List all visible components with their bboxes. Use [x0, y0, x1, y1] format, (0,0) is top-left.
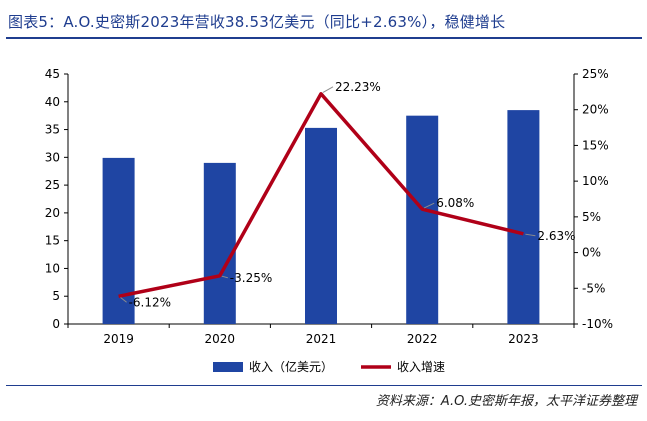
growth-data-label: 2.63%	[537, 229, 575, 243]
y-right-tick-label: 0%	[582, 246, 601, 260]
y-left-tick-label: 0	[52, 317, 60, 331]
y-right-tick-label: 10%	[582, 174, 609, 188]
y-right-tick-label: 20%	[582, 103, 609, 117]
x-tick-label: 2022	[407, 332, 438, 346]
x-tick-label: 2019	[103, 332, 134, 346]
chart-title: 图表5：A.O.史密斯2023年营收38.53亿美元（同比+2.63%），稳健增…	[8, 13, 506, 31]
y-left-tick-label: 45	[45, 67, 60, 81]
y-right-tick-label: 5%	[582, 210, 601, 224]
y-left-tick-label: 10	[45, 261, 60, 275]
y-left-tick-label: 20	[45, 206, 60, 220]
growth-data-label: 6.08%	[436, 196, 474, 210]
footer-divider	[6, 385, 642, 386]
source-note: 资料来源：A.O.史密斯年报，太平洋证券整理	[375, 394, 637, 409]
y-left-tick-label: 15	[45, 234, 60, 248]
y-right-tick-label: 25%	[582, 67, 609, 81]
growth-data-label: -3.25%	[230, 271, 272, 285]
y-left-tick-label: 35	[45, 123, 60, 137]
legend-swatch-bar	[213, 362, 243, 372]
label-leader	[221, 275, 228, 279]
title-divider	[6, 37, 642, 39]
y-left-tick-label: 25	[45, 178, 60, 192]
y-right-tick-label: 15%	[582, 138, 609, 152]
revenue-bar	[305, 127, 337, 324]
label-leader	[423, 202, 435, 209]
x-tick-label: 2023	[508, 332, 539, 346]
growth-line	[118, 92, 524, 299]
x-tick-label: 2021	[306, 332, 337, 346]
revenue-bar	[507, 110, 540, 324]
label-leader	[120, 297, 127, 303]
y-left-tick-label: 30	[45, 150, 60, 164]
revenue-bar	[203, 162, 236, 324]
revenue-bar	[102, 157, 135, 324]
legend: 收入（亿美元） 收入增速	[213, 359, 445, 374]
legend-label-growth: 收入增速	[397, 360, 445, 374]
growth-line-path	[118, 92, 524, 299]
y-right-tick-label: -10%	[582, 317, 613, 331]
revenue-bars	[102, 110, 540, 325]
y-left-tick-label: 40	[45, 95, 60, 109]
x-tick-label: 2020	[205, 332, 236, 346]
label-leader	[525, 233, 536, 237]
growth-data-label: 22.23%	[335, 80, 381, 94]
legend-label-revenue: 收入（亿美元）	[249, 359, 333, 374]
growth-data-label: -6.12%	[129, 295, 171, 309]
revenue-bar	[406, 115, 439, 325]
label-leader	[322, 86, 334, 93]
y-left-tick-label: 5	[52, 289, 60, 303]
data-labels: -6.12% -3.25% 22.23% 6.08% 2.63%	[120, 80, 576, 309]
y-right-tick-label: -5%	[582, 281, 605, 295]
